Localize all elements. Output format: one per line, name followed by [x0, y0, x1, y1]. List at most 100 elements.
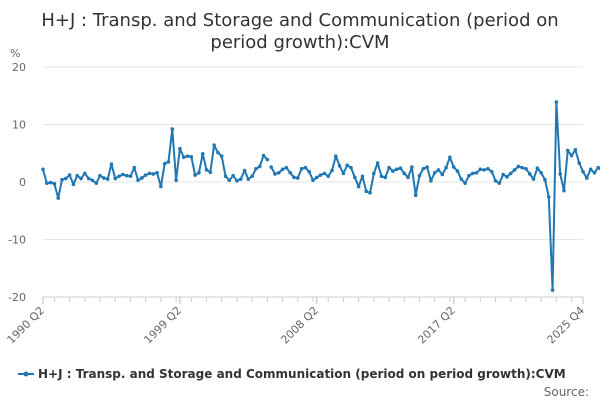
data-point	[588, 167, 593, 172]
data-point	[562, 188, 566, 193]
data-point	[421, 166, 426, 171]
y-tick-label: 0	[19, 176, 26, 189]
data-point	[299, 166, 304, 171]
data-point	[577, 161, 581, 165]
data-point	[151, 172, 156, 176]
data-point	[505, 175, 509, 179]
data-point	[520, 165, 524, 170]
data-point	[56, 196, 61, 200]
data-point	[326, 174, 331, 179]
data-point	[41, 167, 45, 172]
data-point	[113, 176, 118, 181]
y-tick-label: 20	[12, 61, 26, 74]
data-point	[189, 154, 194, 159]
data-point	[143, 173, 148, 177]
x-tick-label: 2017 Q2	[415, 304, 458, 347]
data-point	[459, 177, 464, 181]
data-point	[121, 172, 125, 177]
data-point	[345, 163, 350, 168]
data-point	[204, 168, 209, 172]
data-point	[52, 181, 57, 186]
data-point	[364, 189, 369, 193]
data-point	[117, 174, 121, 179]
data-point	[75, 173, 80, 178]
data-point	[493, 179, 498, 183]
data-point	[124, 173, 129, 178]
data-point	[334, 154, 338, 158]
data-point	[383, 175, 388, 180]
data-point	[379, 174, 384, 179]
data-point	[212, 143, 216, 147]
series-group	[41, 100, 600, 292]
data-point	[489, 169, 494, 174]
legend-item-label: H+J : Transp. and Storage and Communicat…	[38, 367, 566, 381]
data-point	[512, 168, 517, 172]
x-tick-label: 2008 Q2	[278, 304, 321, 347]
y-tick-label: -10	[8, 234, 26, 247]
chart-title-line: H+J : Transp. and Storage and Communicat…	[41, 10, 558, 31]
data-point	[102, 176, 106, 180]
data-point	[208, 170, 213, 175]
data-point	[391, 169, 395, 173]
data-point	[425, 165, 429, 169]
data-point	[159, 184, 163, 189]
data-point	[273, 172, 277, 176]
data-point	[440, 172, 445, 177]
data-point	[337, 164, 342, 168]
data-point	[311, 178, 315, 183]
data-point	[155, 171, 159, 175]
data-point	[478, 167, 483, 172]
data-point	[231, 173, 235, 178]
data-point	[543, 177, 547, 182]
series-line	[42, 128, 269, 200]
data-point	[417, 173, 422, 178]
data-point	[128, 174, 133, 179]
data-point	[105, 177, 110, 181]
data-point	[109, 162, 114, 166]
data-point	[596, 165, 600, 170]
data-point	[356, 184, 361, 189]
data-point	[250, 174, 254, 179]
data-point	[276, 171, 281, 175]
data-point	[265, 157, 270, 162]
data-point	[410, 165, 414, 169]
data-point	[307, 169, 312, 174]
data-point	[86, 176, 91, 181]
data-point	[284, 165, 289, 170]
data-point	[288, 171, 292, 175]
data-point	[174, 178, 178, 183]
data-point	[227, 178, 232, 183]
data-point	[90, 178, 95, 183]
data-point	[140, 176, 144, 180]
data-point	[539, 171, 543, 175]
data-point	[569, 153, 574, 158]
data-point	[527, 172, 532, 176]
data-point	[330, 168, 334, 173]
data-point	[64, 176, 68, 181]
data-point	[592, 171, 597, 175]
data-point	[67, 173, 72, 177]
data-point	[448, 155, 452, 160]
data-point	[581, 169, 585, 174]
data-point	[360, 174, 365, 179]
data-point	[467, 173, 471, 178]
data-point	[463, 181, 467, 185]
x-axis: 1990 Q2 1999 Q2 2008 Q2 2017 Q2 2025 Q4	[5, 296, 587, 347]
data-point	[516, 164, 521, 169]
data-point	[501, 172, 505, 177]
data-point	[554, 100, 559, 104]
data-point	[242, 168, 247, 173]
data-point	[246, 177, 251, 181]
data-point	[162, 161, 167, 166]
data-point	[79, 176, 83, 181]
data-point	[200, 152, 205, 156]
legend[interactable]: H+J : Transp. and Storage and Communicat…	[18, 367, 566, 381]
data-point	[508, 171, 513, 176]
data-point	[132, 165, 137, 170]
data-point	[147, 171, 152, 176]
data-point	[349, 165, 353, 170]
data-point	[497, 181, 502, 185]
chart-title: H+J : Transp. and Storage and Communicat…	[41, 10, 558, 53]
data-point	[45, 181, 49, 185]
